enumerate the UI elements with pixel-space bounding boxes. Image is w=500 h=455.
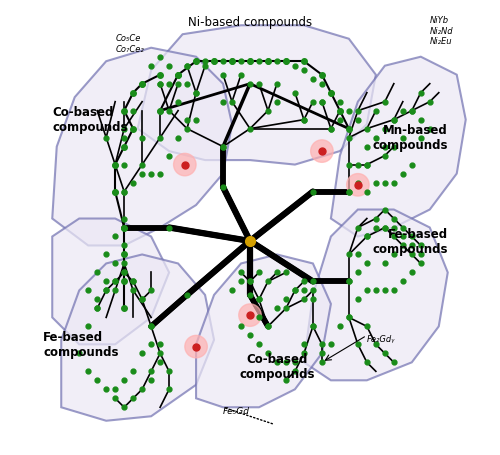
Circle shape — [185, 335, 208, 358]
Text: Mn-based
compounds: Mn-based compounds — [372, 124, 448, 152]
Circle shape — [174, 153, 196, 176]
Polygon shape — [331, 57, 466, 237]
Polygon shape — [52, 48, 232, 246]
Circle shape — [346, 173, 369, 196]
Text: Co₅Ce
Co₇Ce₂: Co₅Ce Co₇Ce₂ — [115, 34, 144, 54]
Polygon shape — [52, 218, 169, 344]
Circle shape — [310, 140, 333, 162]
Text: Ni-based compounds: Ni-based compounds — [188, 16, 312, 29]
Polygon shape — [138, 25, 376, 165]
Text: Fe₂Gdᵧ: Fe₂Gdᵧ — [367, 335, 395, 344]
Polygon shape — [61, 254, 214, 421]
Polygon shape — [196, 254, 331, 407]
Text: Co-based
compounds: Co-based compounds — [239, 354, 314, 381]
Text: NiYb
Ni₂Nd
Ni₂Eu: NiYb Ni₂Nd Ni₂Eu — [430, 16, 454, 46]
Circle shape — [239, 304, 261, 326]
Text: Co-based
compounds: Co-based compounds — [52, 106, 128, 134]
Polygon shape — [304, 209, 448, 380]
Text: Fe₅Gd: Fe₅Gd — [223, 407, 250, 416]
Text: Fe-based
compounds: Fe-based compounds — [44, 331, 119, 359]
Text: Fe-based
compounds: Fe-based compounds — [372, 228, 448, 256]
